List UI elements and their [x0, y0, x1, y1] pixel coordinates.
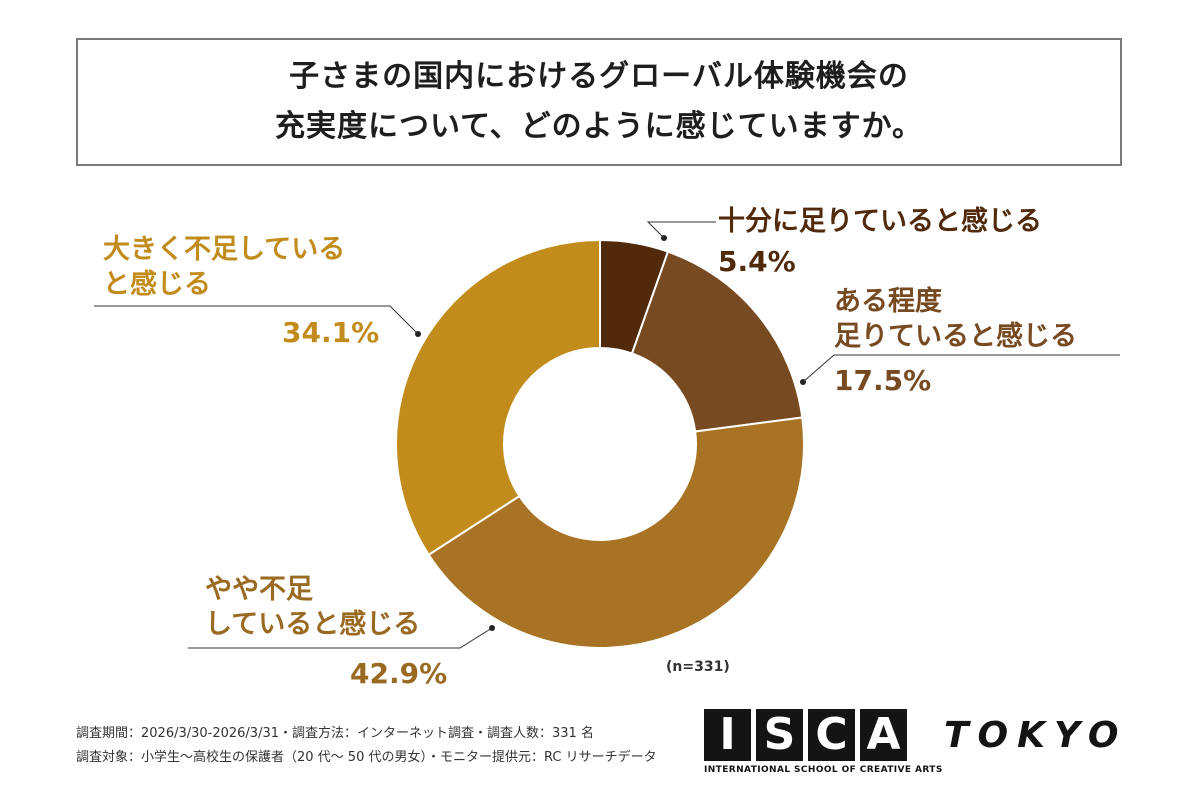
leader-line — [802, 354, 1120, 383]
survey-info-line-2: 調査対象：小学生〜高校生の保護者（20 代〜 50 代の男女）・モニター提供元：… — [76, 750, 657, 765]
leader-line — [188, 627, 493, 649]
slice-value-label: 42.9% — [350, 657, 447, 690]
pie-slice — [427, 416, 805, 649]
pie-slice — [395, 238, 601, 557]
title-box: 子さまの国内におけるグローバル体験機会の 充実度について、どのように感じています… — [76, 38, 1122, 166]
logo-letter: C — [808, 709, 855, 761]
sample-size-note: (n=331) — [666, 659, 730, 675]
survey-info-line-1: 調査期間：2026/3/30-2026/3/31・調査方法：インターネット調査・… — [76, 726, 594, 741]
slice-category-label: 十分に足りていると感じる — [718, 205, 1042, 237]
slice-category-label: と感じる — [103, 268, 211, 300]
slice-category-label: やや不足 — [205, 574, 313, 605]
slice-category-label: 大きく不足している — [103, 234, 345, 265]
logo-tagline: INTERNATIONAL SCHOOL OF CREATIVE ARTS — [704, 765, 943, 775]
logo-letter: S — [756, 709, 803, 761]
chart-title-line-2: 充実度について、どのように感じていますか。 — [275, 109, 923, 144]
pie-slice — [630, 250, 804, 433]
slice-value-label: 5.4% — [718, 245, 796, 278]
leader-line — [94, 305, 419, 335]
chart-title-line-1: 子さまの国内におけるグローバル体験機会の — [289, 59, 909, 94]
slice-category-label: していると感じる — [205, 608, 420, 640]
slice-category-label: ある程度 — [834, 285, 942, 317]
logo-letter: I — [704, 709, 751, 761]
leader-line — [646, 221, 716, 239]
logo-letter: A — [860, 709, 907, 761]
slice-value-label: 17.5% — [834, 364, 931, 397]
logo-tokyo: TOKYO — [944, 715, 1128, 756]
slice-category-label: 足りていると感じる — [834, 320, 1077, 352]
slice-value-label: 34.1% — [282, 316, 379, 349]
